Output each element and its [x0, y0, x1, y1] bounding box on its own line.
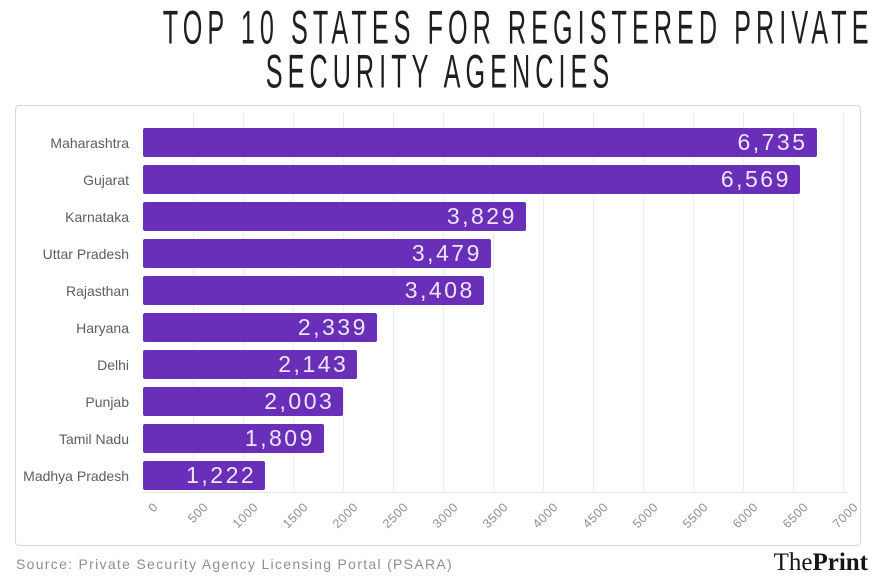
bar-row: Madhya Pradesh 1,222 — [16, 461, 850, 490]
x-tick-label: 7000 — [829, 500, 861, 531]
chart-panel: Maharashtra 6,735 Gujarat 6,569 Karnataka 3,8… — [15, 105, 861, 546]
category-label: Gujarat — [83, 171, 129, 188]
value-label: 2,143 — [278, 351, 349, 377]
value-label: 3,829 — [446, 203, 517, 229]
value-label: 2,003 — [264, 388, 335, 414]
logo-print: Print — [812, 549, 868, 576]
category-label: Rajasthan — [65, 282, 129, 299]
bar-rows: Maharashtra 6,735 Gujarat 6,569 Karnataka 3,8… — [16, 128, 850, 498]
bar: 1,809 — [143, 424, 324, 453]
x-tick-label: 1500 — [279, 500, 311, 531]
value-label: 1,222 — [186, 462, 257, 488]
x-tick-label: 5000 — [629, 500, 661, 531]
bar-row: Karnataka 3,829 — [16, 202, 850, 231]
gridline — [543, 112, 544, 492]
gridline — [743, 112, 744, 492]
category-label: Delhi — [97, 356, 129, 373]
x-axis-line — [143, 492, 848, 493]
chart-title-line-1: TOP 10 STATES FOR REGISTERED PRIVATE — [162, 2, 874, 54]
category-label: Uttar Pradesh — [42, 245, 129, 262]
gridline — [493, 112, 494, 492]
bar: 6,735 — [143, 128, 817, 157]
value-label: 3,408 — [404, 277, 475, 303]
bar-row: Punjab 2,003 — [16, 387, 850, 416]
category-label: Tamil Nadu — [58, 430, 129, 447]
source-note: Source: Private Security Agency Licensin… — [16, 556, 453, 572]
gridline — [593, 112, 594, 492]
chart-title: TOP 10 STATES FOR REGISTERED PRIVATE SEC… — [0, 2, 880, 98]
value-label: 1,809 — [244, 425, 315, 451]
bar: 2,143 — [143, 350, 358, 379]
bar: 3,829 — [143, 202, 526, 231]
x-tick-label: 0 — [145, 500, 161, 516]
bar-row: Gujarat 6,569 — [16, 165, 850, 194]
bar: 3,408 — [143, 276, 484, 305]
x-tick-label: 3000 — [429, 500, 461, 531]
x-tick-label: 4500 — [579, 500, 611, 531]
x-tick-label: 6000 — [729, 500, 761, 531]
bar: 6,569 — [143, 165, 800, 194]
gridline — [843, 112, 844, 492]
bar: 2,339 — [143, 313, 377, 342]
bar-row: Uttar Pradesh 3,479 — [16, 239, 850, 268]
value-label: 3,479 — [411, 240, 482, 266]
category-label: Haryana — [76, 319, 129, 336]
theprint-logo: ThePrint — [774, 549, 868, 577]
bar-row: Rajasthan 3,408 — [16, 276, 850, 305]
value-label: 6,569 — [720, 166, 791, 192]
chart-title-line-2: SECURITY AGENCIES — [265, 46, 615, 98]
category-label: Punjab — [85, 393, 129, 410]
gridline — [643, 112, 644, 492]
x-tick-label: 500 — [185, 500, 211, 526]
x-tick-label: 3500 — [479, 500, 511, 531]
x-tick-label: 1000 — [229, 500, 261, 531]
x-tick-label: 6500 — [779, 500, 811, 531]
x-tick-label: 5500 — [679, 500, 711, 531]
category-label: Madhya Pradesh — [23, 467, 129, 484]
x-tick-label: 2500 — [379, 500, 411, 531]
bar: 1,222 — [143, 461, 266, 490]
value-label: 2,339 — [297, 314, 368, 340]
category-label: Karnataka — [65, 208, 129, 225]
bar: 2,003 — [143, 387, 344, 416]
bar-row: Tamil Nadu 1,809 — [16, 424, 850, 453]
gridline — [693, 112, 694, 492]
gridline — [793, 112, 794, 492]
logo-the: The — [773, 549, 813, 576]
value-label: 6,735 — [737, 129, 808, 155]
bar: 3,479 — [143, 239, 491, 268]
bar-row: Maharashtra 6,735 — [16, 128, 850, 157]
bar-row: Haryana 2,339 — [16, 313, 850, 342]
x-tick-label: 4000 — [529, 500, 561, 531]
bar-row: Delhi 2,143 — [16, 350, 850, 379]
category-label: Maharashtra — [50, 134, 129, 151]
x-tick-label: 2000 — [329, 500, 361, 531]
